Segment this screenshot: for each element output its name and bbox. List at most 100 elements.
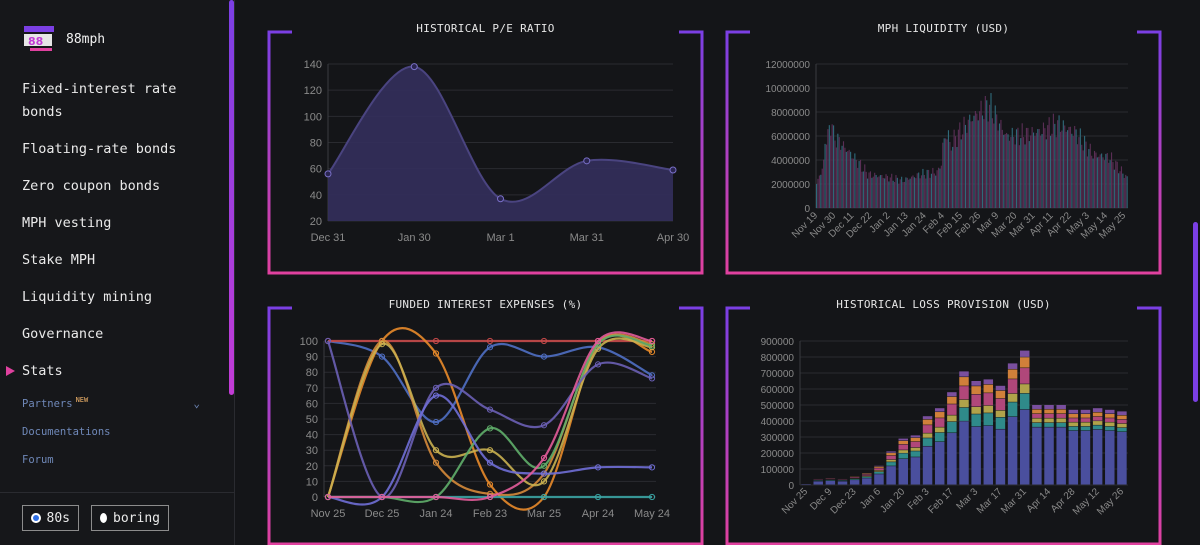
nav-link-documentations[interactable]: Documentations (22, 426, 111, 438)
data-point (378, 493, 386, 501)
provision-bar-segment (886, 462, 896, 466)
nav-item-stats[interactable]: Stats (6, 360, 222, 383)
nav-item-governance[interactable]: Governance (22, 326, 104, 342)
liquidity-bar (845, 151, 847, 208)
nav-item-fixed-interest[interactable]: Fixed-interest rate bonds (22, 81, 177, 120)
provision-bar-segment (922, 419, 933, 425)
nav-item-partners[interactable]: Partners NEW ⌄ (22, 396, 222, 411)
provision-bar-segment (910, 457, 921, 485)
provision-bar-segment (995, 390, 1006, 399)
liquidity-bar (1098, 156, 1100, 208)
y-tick-label: 100000 (761, 465, 795, 476)
chevron-down-icon[interactable]: ⌄ (193, 397, 200, 410)
y-tick-label: 100 (300, 336, 318, 348)
liquidity-bar (827, 129, 829, 208)
liquidity-bar (1011, 127, 1013, 208)
liquidity-bar (830, 135, 832, 208)
nav-item-stake-mph[interactable]: Stake MPH (22, 252, 96, 268)
data-point (540, 454, 548, 462)
provision-bar-segment (1080, 422, 1091, 427)
provision-bar-segment (874, 471, 884, 474)
provision-bar-segment (862, 478, 872, 485)
liquidity-bar (1115, 160, 1117, 208)
liquidity-bar (1119, 171, 1121, 208)
x-tick-label: Mar 31 (570, 232, 604, 244)
provision-bar-segment (1080, 414, 1091, 418)
liquidity-bar (964, 124, 967, 208)
liquidity-bar (892, 180, 894, 208)
y-tick-label: 900000 (761, 337, 795, 348)
provision-bar-segment (1080, 418, 1091, 422)
y-tick-label: 4000000 (771, 156, 810, 167)
liquidity-bar (973, 115, 975, 208)
liquidity-bar (1048, 117, 1050, 208)
provision-bar-segment (1056, 405, 1066, 409)
liquidity-bar (946, 139, 948, 208)
liquidity-bar (957, 129, 959, 208)
liquidity-bar (898, 183, 900, 208)
liquidity-bar (1058, 115, 1060, 208)
nav-item-mph-vesting[interactable]: MPH vesting (22, 215, 112, 231)
liquidity-bar (911, 176, 913, 208)
provision-bar-segment (1117, 411, 1127, 416)
y-tick-label: 400000 (761, 417, 795, 428)
liquidity-bar (857, 167, 859, 208)
data-point (432, 493, 440, 501)
liquidity-bar (981, 115, 984, 208)
series-line (328, 331, 653, 501)
logo[interactable]: 88 88mph (22, 24, 105, 54)
theme-option-80s[interactable]: 80s (22, 505, 79, 531)
liquidity-bar (908, 179, 910, 208)
interest-expenses-chart: 0 10 20 30 40 50 60 70 80 90 100 Nov 25 Dec 25 Jan 24… (267, 306, 704, 545)
liquidity-bar (875, 174, 877, 208)
liquidity-bar (922, 168, 924, 208)
liquidity-bar (850, 151, 852, 208)
data-point (648, 464, 656, 471)
liquidity-bar (923, 174, 925, 208)
panel-title: HISTORICAL LOSS PROVISION (USD) (836, 298, 1051, 311)
liquidity-bar (879, 175, 881, 208)
theme-option-boring[interactable]: boring (91, 505, 169, 531)
nav-item-zero-coupon[interactable]: Zero coupon bonds (22, 178, 161, 194)
radio-selected-icon[interactable] (31, 513, 41, 523)
liquidity-bar (974, 111, 976, 208)
y-tick-label: 0 (804, 204, 810, 215)
liquidity-bar (1021, 123, 1023, 208)
liquidity-bar (1075, 129, 1077, 208)
provision-bar-segment (971, 394, 981, 407)
provision-bar-segment (959, 371, 969, 377)
provision-bar-segment (849, 480, 860, 485)
nav-item-floating-rate[interactable]: Floating-rate bonds (22, 141, 177, 157)
provision-bar-segment (922, 425, 933, 433)
liquidity-bar (1109, 160, 1111, 208)
nav-link-forum[interactable]: Forum (22, 454, 54, 466)
data-point (648, 337, 656, 345)
y-tick-label: 60 (306, 398, 318, 410)
liquidity-bar (903, 181, 906, 208)
sidebar-scrollbar[interactable] (229, 0, 234, 395)
liquidity-bar (1004, 133, 1006, 208)
liquidity-bar (1081, 144, 1083, 208)
liquidity-bar (896, 177, 898, 208)
provision-bar-segment (983, 379, 994, 385)
nav-item-liquidity-mining[interactable]: Liquidity mining (22, 289, 153, 305)
liquidity-bar (919, 178, 921, 208)
x-tick-label: Dec 25 (365, 508, 400, 520)
provision-bar-segment (1092, 408, 1103, 413)
data-point (648, 348, 656, 356)
liquidity-bar (966, 132, 968, 208)
radio-unselected-icon[interactable] (100, 513, 108, 523)
y-tick-label: 12000000 (766, 60, 811, 71)
provision-bar-segment (983, 384, 994, 393)
liquidity-bar (840, 149, 842, 208)
page-scrollbar[interactable] (1193, 222, 1198, 402)
liquidity-bar (940, 165, 942, 208)
liquidity-bar (1055, 137, 1057, 208)
liquidity-bar (1113, 169, 1115, 208)
interest-expenses-panel: FUNDED INTEREST EXPENSES (%) 0 10 20 30 40 50… (267, 298, 704, 545)
x-tick-label: Dec 31 (311, 232, 346, 244)
provision-bar-segment (898, 444, 908, 450)
provision-bar-segment (1020, 350, 1030, 357)
data-point (324, 170, 332, 178)
liquidity-bar (1057, 120, 1059, 208)
